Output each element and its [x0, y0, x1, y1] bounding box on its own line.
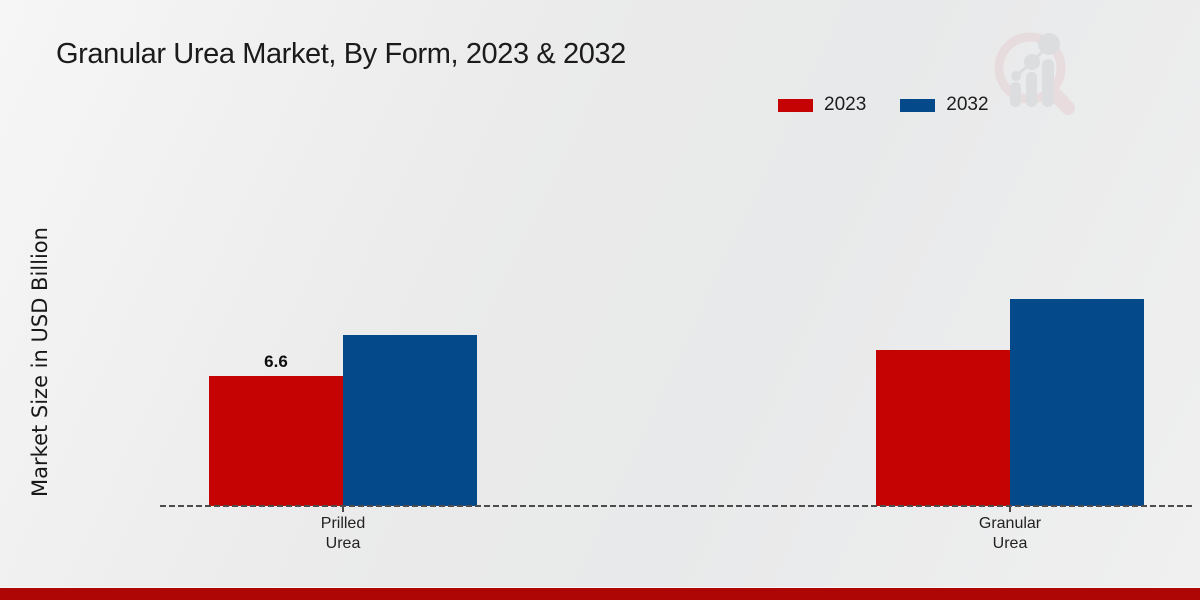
legend-label-2032: 2032 — [946, 94, 989, 115]
bar-2032-prilled-urea — [343, 335, 477, 506]
legend-swatch-2032 — [900, 98, 936, 112]
magnifier-bar-chart-logo-icon — [994, 32, 1075, 115]
legend-item-2023: 2023 — [778, 94, 866, 116]
legend-item-2032: 2032 — [900, 94, 989, 116]
x-axis-baseline — [160, 505, 1194, 507]
x-axis-tick-granular-urea — [1009, 507, 1011, 512]
bar-value-label: 6.6 — [264, 352, 288, 371]
bar-2023-prilled-urea — [209, 376, 343, 506]
bar-2023-granular-urea — [876, 350, 1010, 506]
bottom-accent-bar — [0, 587, 1200, 600]
legend-swatch-2023 — [778, 98, 813, 112]
legend-label-2023: 2023 — [824, 94, 867, 115]
bar-2032-granular-urea — [1010, 299, 1144, 506]
x-axis-tick-prilled-urea — [342, 507, 344, 512]
x-tick-label-prilled-urea: Prilled Urea — [320, 515, 366, 552]
page-title: Granular Urea Market, By Form, 2023 & 20… — [56, 38, 626, 70]
legend: 2023 2032 — [778, 94, 989, 116]
x-tick-label-granular-urea: Granular Urea — [978, 515, 1042, 552]
